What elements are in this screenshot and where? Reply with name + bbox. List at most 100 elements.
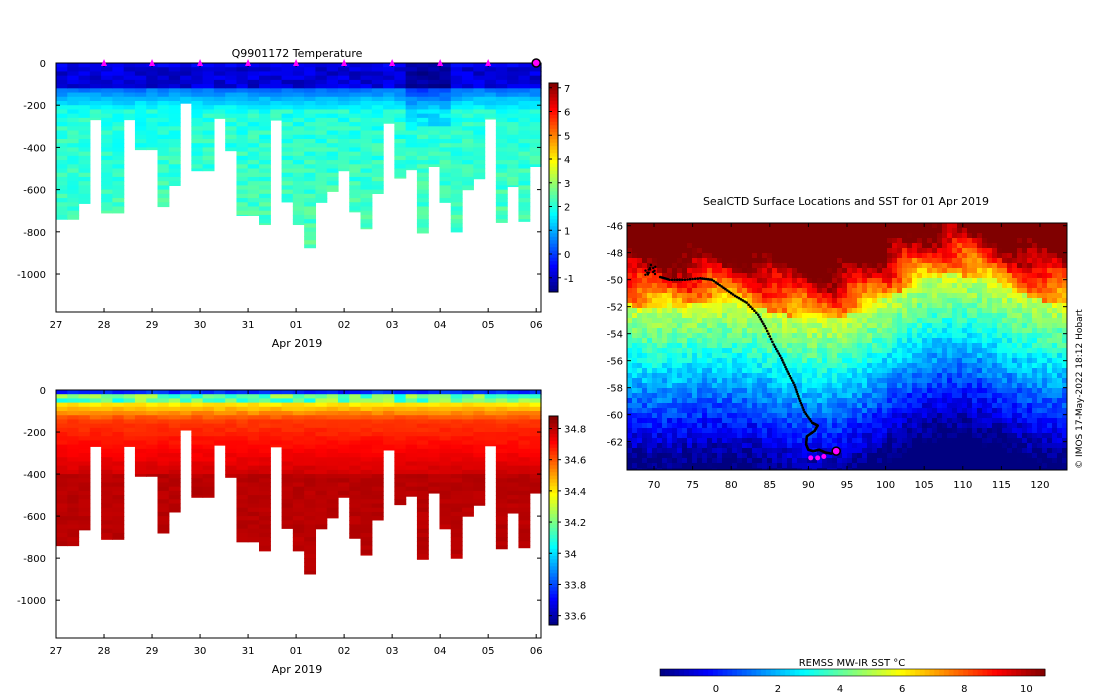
- sst-cell: [687, 223, 693, 229]
- section-cell: [405, 160, 418, 165]
- section-cell: [78, 478, 91, 484]
- sst-cell: [917, 338, 923, 344]
- sst-cell: [892, 233, 898, 239]
- sst-cell: [1057, 338, 1063, 344]
- section-cell: [473, 147, 486, 153]
- sst-cell: [702, 258, 708, 264]
- section-cell: [78, 482, 91, 488]
- section-cell: [416, 227, 429, 233]
- y-tick-label: -600: [23, 186, 46, 197]
- colorbar-swatch: [549, 590, 558, 595]
- sst-cell: [932, 323, 938, 329]
- section-cell: [416, 155, 429, 161]
- section-cell: [202, 419, 215, 425]
- section-cell: [416, 143, 429, 149]
- sst-cell: [817, 238, 823, 244]
- section-cell: [123, 444, 136, 447]
- section-cell: [202, 411, 215, 416]
- sst-cell: [667, 238, 673, 244]
- sst-cell: [847, 298, 853, 304]
- section-cell: [101, 394, 113, 399]
- section-cell: [405, 88, 418, 94]
- section-cell: [191, 79, 204, 85]
- section-cell: [394, 495, 407, 500]
- section-cell: [462, 490, 474, 496]
- sst-cell: [1062, 323, 1067, 329]
- section-cell: [292, 423, 305, 429]
- sst-cell: [927, 293, 933, 299]
- sst-cell: [877, 293, 883, 299]
- section-cell: [259, 219, 271, 224]
- sst-cell: [847, 233, 853, 239]
- section-cell: [495, 79, 508, 85]
- sst-cell: [657, 318, 663, 324]
- section-cell: [56, 474, 68, 479]
- sst-cell: [1032, 293, 1038, 299]
- sst-cell: [707, 328, 713, 334]
- sst-cell: [1002, 323, 1008, 329]
- sst-cell: [1017, 243, 1023, 249]
- sst-cell: [787, 243, 793, 249]
- section-cell: [191, 423, 204, 429]
- section-cell: [304, 84, 317, 89]
- section-cell: [304, 537, 317, 542]
- section-cell: [450, 168, 463, 174]
- section-cell: [518, 193, 531, 199]
- sst-cell: [722, 263, 728, 269]
- section-cell: [450, 453, 463, 458]
- section-cell: [101, 532, 113, 538]
- section-cell: [247, 71, 260, 77]
- section-cell: [292, 436, 305, 442]
- section-cell: [157, 138, 170, 144]
- sst-cell: [832, 298, 838, 304]
- sst-cell: [1027, 328, 1033, 334]
- section-cell: [146, 402, 159, 408]
- sst-cell: [872, 343, 878, 349]
- sst-cell: [952, 238, 958, 244]
- sst-cell: [732, 228, 738, 234]
- section-cell: [416, 193, 429, 199]
- section-cell: [247, 436, 260, 442]
- sst-cell: [817, 343, 823, 349]
- section-cell: [405, 113, 418, 119]
- sst-cell: [972, 328, 978, 334]
- section-cell: [202, 461, 215, 467]
- section-cell: [326, 67, 339, 73]
- section-cell: [247, 474, 260, 479]
- section-cell: [56, 541, 68, 547]
- sst-cell: [687, 233, 693, 239]
- section-cell: [259, 126, 271, 132]
- sst-cell: [937, 228, 943, 234]
- section-cell: [78, 448, 91, 454]
- section-cell: [146, 75, 159, 81]
- section-cell: [349, 63, 362, 68]
- section-cell: [439, 486, 452, 492]
- section-cell: [462, 117, 474, 123]
- section-cell: [123, 105, 136, 111]
- section-cell: [67, 444, 80, 450]
- section-cell: [247, 164, 260, 170]
- sst-cell: [702, 298, 708, 304]
- section-cell: [428, 444, 441, 450]
- sst-cell: [922, 303, 928, 309]
- sst-cell: [922, 248, 928, 254]
- section-cell: [383, 436, 395, 442]
- section-cell: [416, 423, 429, 429]
- sst-cell: [637, 343, 643, 349]
- section-cell: [225, 147, 238, 152]
- section-cell: [484, 398, 497, 404]
- section-cell: [168, 84, 181, 89]
- sst-cell: [702, 223, 708, 229]
- sst-cell: [802, 258, 808, 264]
- sst-cell: [767, 303, 773, 309]
- sst-cell: [757, 233, 763, 239]
- sst-cell: [742, 253, 748, 259]
- section-cell: [315, 143, 328, 149]
- section-cell: [428, 143, 441, 149]
- sst-cell: [792, 248, 798, 254]
- sst-cell: [737, 228, 743, 234]
- sst-cell: [762, 288, 768, 294]
- sst-cell: [857, 263, 863, 269]
- sst-cell: [1037, 333, 1043, 339]
- section-cell: [89, 63, 102, 68]
